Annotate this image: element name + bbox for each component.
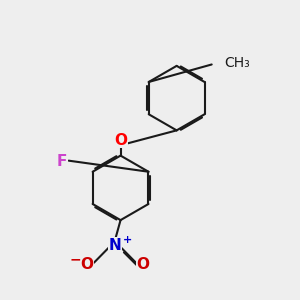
Text: −: − xyxy=(70,252,82,266)
Text: O: O xyxy=(114,133,127,148)
Text: CH₃: CH₃ xyxy=(224,56,250,70)
Text: N: N xyxy=(109,238,121,253)
Text: +: + xyxy=(123,235,132,245)
Text: F: F xyxy=(56,154,67,169)
Text: O: O xyxy=(136,257,149,272)
Text: O: O xyxy=(80,257,93,272)
